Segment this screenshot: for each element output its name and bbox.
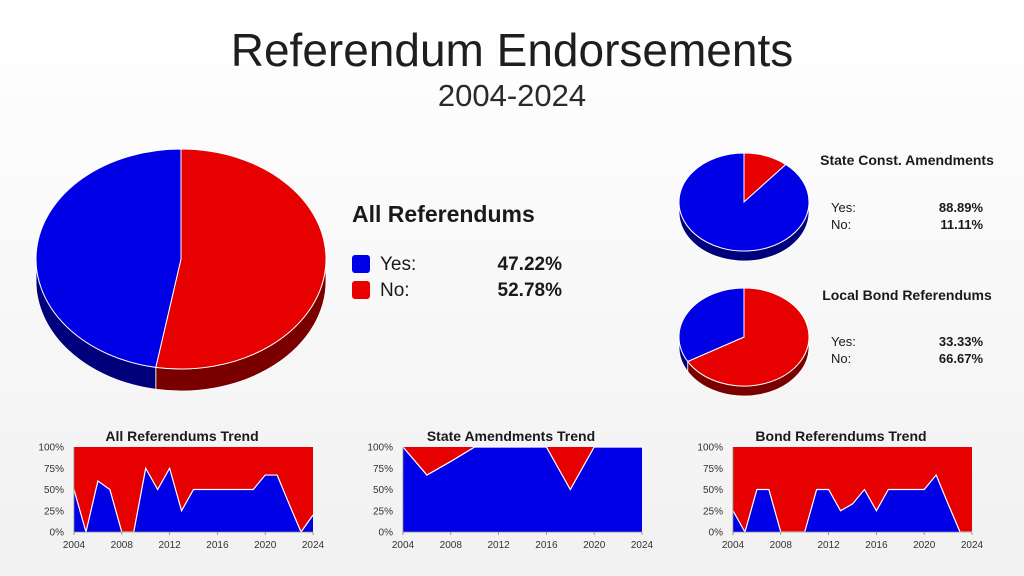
y-tick-label: 75% [703,464,723,475]
bond-no-value: 66.67% [938,351,983,366]
y-tick-label: 50% [703,485,723,496]
x-tick-label: 2020 [254,540,277,551]
y-tick-label: 25% [373,506,393,517]
bond-yes-row: Yes: 33.33% [831,333,983,350]
yes-area [74,468,313,532]
state-yes-label: Yes: [831,200,856,215]
bond-yes-value: 33.33% [938,334,983,349]
x-tick-label: 2004 [392,540,415,551]
legend-yes-value: 47.22% [497,254,562,275]
y-tick-label: 100% [367,443,393,454]
legend-no-label: No: [380,280,410,301]
x-tick-label: 2004 [63,540,86,551]
page-title: Referendum Endorsements [230,24,794,76]
legend-yes-label: Yes: [380,254,417,275]
yes-slice [35,148,182,368]
y-tick-label: 0% [379,528,394,539]
y-tick-label: 75% [373,464,393,475]
x-tick-label: 2008 [770,540,793,551]
yes-boundary-line [402,446,642,491]
no-swatch [352,281,370,299]
no-slice [686,287,810,387]
y-tick-label: 25% [703,506,723,517]
state-no-row: No: 11.11% [831,216,983,233]
x-tick-label: 2012 [817,540,840,551]
bond-no-row: No: 66.67% [831,350,983,367]
legend-no-value: 52.78% [497,280,562,301]
yes-area [733,475,972,532]
x-tick-label: 2016 [535,540,558,551]
y-tick-label: 100% [697,443,723,454]
all-trend-title: All Referendums Trend [105,428,259,444]
yes-boundary-line [73,466,314,534]
state-trend-title: State Amendments Trend [426,428,596,444]
state-yes-row: Yes: 88.89% [831,199,983,216]
y-tick-label: 0% [709,528,724,539]
bond-referendums-heading: Local Bond Referendums [822,287,992,303]
x-tick-label: 2008 [111,540,134,551]
bond-trend-title: Bond Referendums Trend [755,428,927,444]
x-tick-label: 2020 [913,540,936,551]
page-subtitle: 2004-2024 [437,78,587,113]
state-yes-value: 88.89% [938,200,983,215]
all-referendums-heading: All Referendums [352,201,535,227]
yes-slice [678,287,745,363]
x-tick-label: 2016 [865,540,888,551]
y-tick-label: 25% [44,506,64,517]
legend-yes-row: Yes: 47.22% [352,253,562,277]
x-tick-label: 2008 [440,540,463,551]
bond-yes-label: Yes: [831,334,856,349]
y-tick-label: 50% [373,485,393,496]
yes-boundary-line [732,473,972,534]
state-no-value: 11.11% [940,217,983,232]
state-amendments-heading: State Const. Amendments [820,152,994,168]
x-tick-label: 2024 [961,540,984,551]
legend-no-row: No: 52.78% [352,279,562,303]
no-slice [155,148,327,370]
y-tick-label: 75% [44,464,64,475]
bond-no-label: No: [831,351,852,366]
x-tick-label: 2016 [206,540,229,551]
yes-slice [678,152,810,252]
x-tick-label: 2024 [631,540,654,551]
state-no-label: No: [831,217,852,232]
x-tick-label: 2012 [487,540,510,551]
y-tick-label: 0% [50,528,65,539]
x-tick-label: 2012 [158,540,181,551]
y-tick-label: 50% [44,485,64,496]
x-tick-label: 2020 [583,540,606,551]
x-tick-label: 2004 [722,540,745,551]
x-tick-label: 2024 [302,540,325,551]
yes-swatch [352,255,370,273]
y-tick-label: 100% [38,443,64,454]
